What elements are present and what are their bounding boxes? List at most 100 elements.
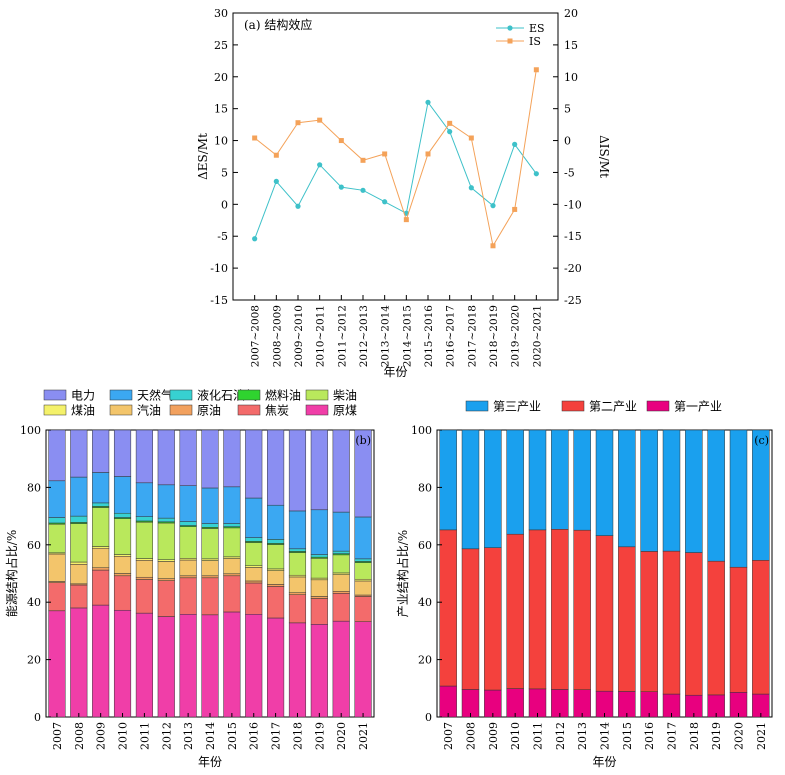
y-axis-label-left: ΔES/Mt <box>196 133 210 180</box>
data-point-is <box>360 157 366 163</box>
bar-segment <box>707 429 725 562</box>
bar-segment <box>267 504 285 540</box>
legend-swatch <box>465 400 489 412</box>
bar-segment <box>157 616 175 718</box>
legend-label: 第一产业 <box>674 400 722 414</box>
legend-swatch <box>169 404 193 416</box>
bar-segment <box>332 591 350 594</box>
x-axis-label-a: 年份 <box>383 365 407 379</box>
x-tick-label: 2008~2009 <box>271 305 283 367</box>
bar-segment <box>439 429 457 531</box>
bar-segment <box>201 487 219 524</box>
data-point-is <box>490 243 496 249</box>
bar-segment <box>332 554 350 574</box>
data-point-es <box>425 99 431 105</box>
legend-marker <box>507 38 513 44</box>
bar-segment <box>573 529 591 690</box>
data-point-is <box>403 217 409 223</box>
bar-segment <box>157 580 175 617</box>
x-tick-label: 2007 <box>51 722 64 750</box>
bar-segment <box>439 529 457 687</box>
bar-segment <box>135 516 153 522</box>
bar-segment <box>245 565 263 568</box>
bar-segment <box>245 497 263 538</box>
bar-segment <box>135 579 153 614</box>
x-tick-label: 2010 <box>117 722 130 750</box>
bar-segment <box>267 544 285 570</box>
legend-swatch <box>305 404 329 416</box>
bar-segment <box>618 429 636 548</box>
data-point-is <box>273 152 279 158</box>
panel-label-c: (c) <box>754 434 769 447</box>
x-tick-label: 2017 <box>666 722 679 750</box>
bar-segment <box>332 429 350 513</box>
legend-label: 第三产业 <box>493 400 541 414</box>
y-axis-label-b: 能源结构占比/% <box>4 530 19 617</box>
bar-segment <box>92 502 110 507</box>
y-tick-label: 80 <box>27 481 41 494</box>
bar-segment <box>729 429 748 568</box>
y-tick-label-right: 20 <box>564 7 578 20</box>
bar-segment <box>201 523 219 528</box>
legend-label: 第二产业 <box>589 400 637 414</box>
bar-segment <box>223 573 241 577</box>
data-point-is <box>382 151 388 157</box>
bar-segment <box>48 480 66 518</box>
y-tick-label: 40 <box>418 596 432 609</box>
bar-segment <box>201 558 219 561</box>
bar-segment <box>288 429 307 512</box>
bar-segment <box>354 429 372 518</box>
bar-segment <box>92 429 110 473</box>
x-tick-label: 2011 <box>532 722 545 750</box>
bars-group-b <box>48 429 372 718</box>
bar-segment <box>135 576 153 580</box>
x-tick-label: 2013 <box>182 722 195 750</box>
bar-segment <box>640 429 658 552</box>
bar-segment <box>223 429 241 488</box>
legend-swatch <box>109 389 133 401</box>
bar-segment <box>332 572 350 575</box>
bar-segment <box>288 552 307 576</box>
bar-segment <box>179 485 197 522</box>
y-tick-label-left: 0 <box>221 198 228 211</box>
x-tick-label: 2012~2013 <box>358 305 370 367</box>
bar-segment <box>332 593 350 622</box>
bar-segment <box>752 560 770 695</box>
bar-segment <box>310 624 328 718</box>
bar-segment <box>179 558 197 561</box>
y-tick-label-right: 15 <box>564 39 578 52</box>
bar-segment <box>223 575 241 613</box>
bar-segment <box>506 533 524 689</box>
data-point-is <box>447 120 453 126</box>
x-tick-label: 2011 <box>138 722 151 750</box>
legend-label: IS <box>529 35 541 48</box>
series-line-es <box>254 101 537 239</box>
data-point-es <box>447 129 453 135</box>
x-tick-label: 2009~2010 <box>293 305 305 367</box>
legend-label: 天然气 <box>137 388 173 403</box>
bar-segment <box>484 547 502 691</box>
bar-segment <box>113 609 132 718</box>
series-line-is <box>254 69 537 248</box>
y-tick-label: 20 <box>418 654 432 667</box>
bar-segment <box>70 561 88 565</box>
bar-segment <box>528 688 547 718</box>
y-axis-left-ticks: -15 -10 -5 0 5 10 15 20 25 30 <box>210 7 238 307</box>
data-point-is <box>338 138 344 144</box>
bar-segment <box>157 522 175 560</box>
legend-swatch <box>169 389 193 401</box>
bar-segment <box>439 685 457 718</box>
bar-segment <box>157 429 175 486</box>
bar-segment <box>573 689 591 718</box>
data-point-es <box>468 185 474 191</box>
bar-segment <box>685 552 703 696</box>
bar-segment <box>551 689 569 718</box>
legend-label: 焦炭 <box>265 404 289 418</box>
bar-segment <box>685 429 703 553</box>
bar-segment <box>707 560 725 696</box>
bar-segment <box>70 584 88 609</box>
bar-segment <box>70 564 88 585</box>
